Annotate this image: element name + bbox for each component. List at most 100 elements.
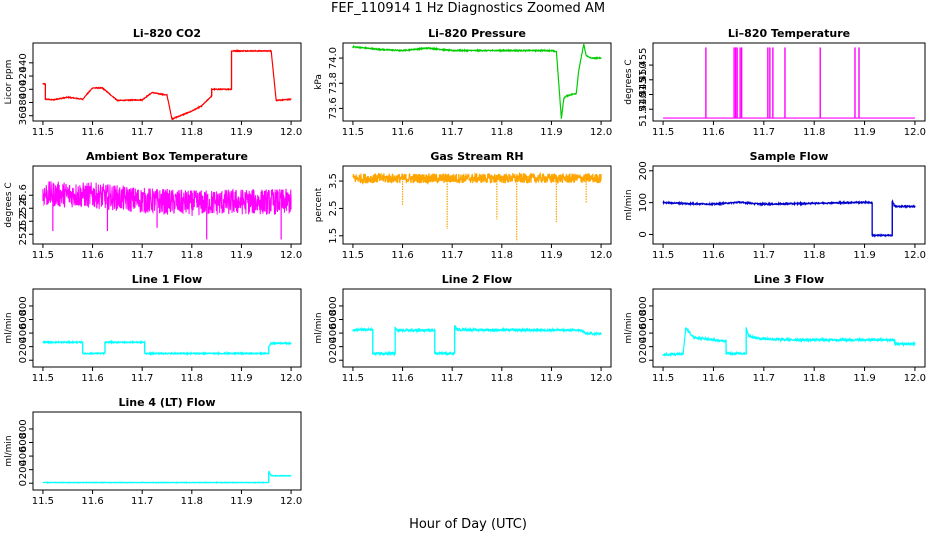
x-tick-label: 11.6	[81, 373, 103, 384]
y-tick-label: 0	[638, 231, 649, 237]
x-axis-label: Hour of Day (UTC)	[409, 517, 527, 532]
plot-data	[42, 48, 292, 120]
y-tick-label: 0	[328, 357, 339, 363]
y-axis-label: degrees C	[624, 59, 634, 104]
y-tick-label: 400	[638, 324, 649, 343]
series-line	[352, 171, 602, 185]
plot-title: Li–820 CO2	[133, 27, 201, 40]
x-tick-label: 11.8	[491, 127, 513, 138]
x-tick-label: 11.9	[853, 127, 875, 138]
panel-7: Line 1 Flow 11.5 11.6 11.7 11.8 11.9 12.0 02004…	[4, 273, 302, 384]
x-tick-label: 11.8	[181, 373, 203, 384]
x-tick-label: 11.7	[441, 373, 463, 384]
plot-frame	[652, 42, 926, 122]
y-tick-label: 25.0	[18, 223, 29, 245]
x-tick-label: 11.9	[853, 373, 875, 384]
plot-data	[663, 47, 915, 119]
plot-data	[42, 181, 292, 240]
x-tick-label: 11.9	[853, 250, 875, 261]
x-tick-label: 11.6	[391, 127, 413, 138]
x-tick-label: 12.0	[590, 373, 612, 384]
x-tick-label: 11.9	[230, 496, 252, 507]
y-tick-label: 400	[18, 447, 29, 466]
plot-frame	[652, 165, 926, 245]
y-tick-label: 600	[18, 433, 29, 452]
x-tick-label: 11.6	[391, 250, 413, 261]
y-axis-label: percent	[314, 187, 324, 222]
x-tick-label: 11.6	[702, 127, 724, 138]
plot-title: Line 2 Flow	[442, 273, 512, 286]
plot-data	[662, 199, 916, 238]
plot-frame	[32, 288, 302, 368]
series-line	[42, 339, 292, 357]
y-tick-label: 800	[18, 296, 29, 315]
x-tick-label: 11.7	[131, 250, 153, 261]
plot-data	[352, 171, 602, 242]
y-tick-label: 51.450	[638, 62, 649, 97]
series-line	[42, 48, 292, 120]
x-tick-label: 11.6	[702, 373, 724, 384]
x-tick-label: 11.7	[441, 127, 463, 138]
y-tick-label: 380	[18, 93, 29, 112]
y-tick-label: 440	[18, 53, 29, 72]
x-tick-label: 11.9	[230, 127, 252, 138]
x-tick-label: 11.6	[391, 373, 413, 384]
y-tick-label: 74.0	[328, 47, 339, 69]
y-tick-label: 73.6	[328, 97, 339, 119]
y-tick-label: 800	[328, 296, 339, 315]
plot-title: Line 1 Flow	[132, 273, 202, 286]
y-axis-label: ml/min	[314, 312, 324, 343]
y-tick-label: 200	[18, 460, 29, 479]
plot-title: Line 3 Flow	[754, 273, 824, 286]
x-tick-label: 12.0	[590, 250, 612, 261]
x-tick-label: 11.8	[491, 250, 513, 261]
y-tick-label: 800	[18, 419, 29, 438]
y-tick-label: 51.445	[638, 77, 649, 112]
y-tick-label: 1.5	[328, 228, 339, 244]
y-axis-label: kPa	[314, 74, 324, 90]
x-tick-label: 11.9	[230, 250, 252, 261]
panel-6: Sample Flow 11.5 11.6 11.7 11.8 11.9 12.0 0 100 2…	[624, 150, 926, 261]
x-tick-label: 11.7	[131, 373, 153, 384]
plot-frame	[342, 42, 612, 122]
x-tick-label: 11.9	[230, 373, 252, 384]
y-axis-label: degrees C	[4, 182, 14, 227]
x-tick-label: 11.6	[81, 127, 103, 138]
x-tick-label: 11.8	[181, 127, 203, 138]
y-tick-label: 0	[638, 357, 649, 363]
y-tick-label: 0	[18, 357, 29, 363]
y-tick-label: 200	[18, 337, 29, 356]
plot-data	[42, 339, 292, 357]
y-tick-label: 51.440	[638, 92, 649, 127]
y-tick-label: 800	[638, 296, 649, 315]
x-tick-label: 11.7	[131, 496, 153, 507]
y-tick-label: 100	[638, 193, 649, 212]
y-tick-label: 51.455	[638, 48, 649, 83]
x-tick-label: 12.0	[590, 127, 612, 138]
x-tick-label: 11.8	[181, 496, 203, 507]
plot-data	[352, 44, 602, 119]
y-tick-label: 3.5	[328, 173, 339, 189]
y-axis-label: ml/min	[624, 189, 634, 220]
y-axis-label: ml/min	[4, 312, 14, 343]
x-tick-label: 11.5	[32, 373, 54, 384]
y-tick-label: 400	[328, 324, 339, 343]
x-tick-label: 11.7	[131, 127, 153, 138]
panel-1: Li–820 CO2 11.5 11.6 11.7 11.8 11.9 12.0 360380…	[4, 27, 302, 138]
y-tick-label: 200	[638, 337, 649, 356]
x-tick-label: 11.7	[753, 250, 775, 261]
plot-data	[662, 327, 916, 358]
x-tick-label: 11.5	[32, 250, 54, 261]
x-tick-label: 11.6	[81, 496, 103, 507]
series-line	[42, 181, 292, 216]
x-tick-label: 12.0	[280, 496, 302, 507]
x-tick-label: 11.7	[753, 127, 775, 138]
plot-frame	[652, 288, 926, 368]
y-tick-label: 400	[18, 80, 29, 99]
y-tick-label: 420	[18, 67, 29, 86]
y-tick-label: 200	[638, 161, 649, 180]
y-axis-label: ml/min	[624, 312, 634, 343]
y-tick-label: 0	[18, 480, 29, 486]
x-tick-label: 11.5	[32, 496, 54, 507]
y-tick-label: 360	[18, 106, 29, 125]
